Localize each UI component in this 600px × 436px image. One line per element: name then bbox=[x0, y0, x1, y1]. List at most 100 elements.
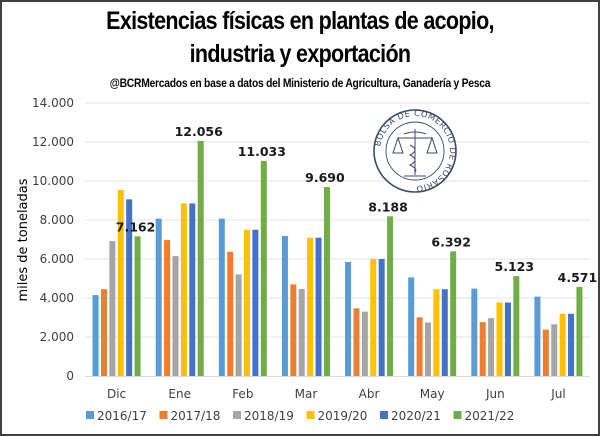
bar-2019-20-abr bbox=[370, 259, 377, 376]
bar-2018-19-may bbox=[424, 322, 431, 376]
data-label: 5.123 bbox=[495, 259, 535, 274]
bar-2020-21-feb bbox=[252, 229, 259, 376]
bar-2018-19-jul bbox=[551, 324, 558, 376]
legend-item-2017-18: 2017/18 bbox=[159, 409, 221, 423]
bar-2021-22-mar bbox=[323, 187, 330, 376]
legend-label: 2017/18 bbox=[171, 409, 221, 423]
bar-2017-18-ene bbox=[164, 240, 171, 376]
bar-2021-22-dic bbox=[134, 236, 141, 376]
bar-2016-17-abr bbox=[345, 261, 352, 376]
legend-label: 2018/19 bbox=[244, 409, 294, 423]
legend-label: 2016/17 bbox=[97, 409, 147, 423]
bar-2021-22-abr bbox=[387, 216, 394, 376]
y-tick-label: 4.000 bbox=[40, 291, 74, 305]
data-label: 4.571 bbox=[558, 270, 598, 285]
bar-2018-19-jun bbox=[488, 318, 495, 376]
chart-title-line-2: industria y exportación bbox=[189, 40, 411, 68]
bolsa-de-comercio-seal: BOLSA DE COMERCIO DE ROSARIO bbox=[372, 108, 457, 194]
data-label: 7.162 bbox=[116, 219, 156, 234]
data-label: 8.188 bbox=[368, 199, 408, 214]
legend-item-2016-17: 2016/17 bbox=[86, 409, 147, 423]
bar-2017-18-dic bbox=[100, 289, 107, 376]
x-category-label: Jul bbox=[550, 387, 565, 401]
x-category-label: Abr bbox=[359, 387, 380, 401]
data-label: 11.033 bbox=[238, 144, 286, 159]
y-axis-ticks: 0 2.000 4.000 6.000 8.000 10.000 12.000 14.000 bbox=[32, 96, 74, 383]
legend-label: 2019/20 bbox=[318, 409, 368, 423]
legend: 2016/17 2017/18 2018/19 2019/20 2020/21 2021/… bbox=[86, 409, 514, 423]
bar-2020-21-dic bbox=[126, 199, 133, 376]
data-label: 6.392 bbox=[431, 234, 471, 249]
chart-subtitle: @BCRMercados en base a datos del Ministe… bbox=[109, 76, 491, 90]
x-category-label: Dic bbox=[107, 387, 126, 401]
y-tick-label: 12.000 bbox=[32, 135, 74, 149]
legend-item-2020-21: 2020/21 bbox=[380, 409, 441, 423]
bar-2019-20-feb bbox=[244, 229, 251, 376]
bar-2018-19-ene bbox=[172, 256, 179, 376]
x-axis-categories: Dic Ene Feb Mar Abr May Jun Jul bbox=[107, 387, 566, 401]
bar-2021-22-jul bbox=[576, 286, 583, 376]
legend-swatch bbox=[86, 411, 94, 419]
bar-2017-18-feb bbox=[227, 251, 234, 376]
y-tick-label: 6.000 bbox=[40, 252, 74, 266]
data-labels: 7.162 12.056 11.033 9.690 8.188 6.392 5.123 4.5… bbox=[116, 124, 597, 285]
x-category-label: May bbox=[420, 387, 445, 401]
bars bbox=[92, 140, 583, 376]
bar-2021-22-jun bbox=[513, 276, 520, 376]
bar-2018-19-abr bbox=[361, 311, 368, 376]
bar-2019-20-ene bbox=[180, 203, 187, 376]
legend-item-2021-22: 2021/22 bbox=[453, 409, 515, 423]
bar-2021-22-ene bbox=[197, 140, 204, 376]
bar-2016-17-mar bbox=[281, 235, 288, 376]
bar-2019-20-jun bbox=[496, 302, 503, 376]
bar-2017-18-abr bbox=[353, 308, 360, 376]
y-tick-label: 0 bbox=[66, 369, 74, 383]
scales-of-justice-icon bbox=[392, 129, 438, 177]
bar-2019-20-dic bbox=[117, 189, 124, 376]
bar-2018-19-feb bbox=[235, 274, 242, 376]
x-category-label: Ene bbox=[168, 387, 191, 401]
bar-2016-17-jul bbox=[534, 296, 541, 376]
legend-item-2019-20: 2019/20 bbox=[306, 409, 368, 423]
legend-item-2018-19: 2018/19 bbox=[233, 409, 294, 423]
bar-2020-21-jun bbox=[504, 302, 511, 376]
legend-label: 2020/21 bbox=[391, 409, 441, 423]
bar-2021-22-feb bbox=[260, 160, 267, 376]
bar-2019-20-jul bbox=[559, 313, 566, 376]
bar-2021-22-may bbox=[450, 251, 457, 376]
bar-2019-20-may bbox=[433, 289, 440, 376]
bar-2016-17-may bbox=[408, 277, 415, 376]
y-tick-label: 10.000 bbox=[32, 174, 74, 188]
bar-2017-18-mar bbox=[290, 284, 297, 376]
bar-2020-21-ene bbox=[189, 203, 196, 376]
bar-2018-19-dic bbox=[109, 241, 116, 376]
y-tick-label: 14.000 bbox=[32, 96, 74, 110]
bar-2020-21-mar bbox=[315, 237, 322, 376]
legend-swatch bbox=[380, 411, 388, 419]
bar-2016-17-feb bbox=[218, 218, 225, 376]
bar-2020-21-jul bbox=[568, 313, 575, 376]
bar-2016-17-jun bbox=[471, 288, 478, 376]
bar-2019-20-mar bbox=[307, 237, 314, 376]
y-axis-title: miles de toneladas bbox=[16, 178, 31, 301]
legend-swatch bbox=[453, 411, 462, 419]
bar-2017-18-jul bbox=[542, 329, 549, 376]
chart-title-line-1: Existencias físicas en plantas de acopio… bbox=[106, 7, 494, 35]
bar-2016-17-ene bbox=[155, 218, 162, 376]
legend-swatch bbox=[159, 411, 168, 419]
y-tick-label: 2.000 bbox=[40, 330, 74, 344]
bar-2018-19-mar bbox=[298, 289, 305, 376]
legend-label: 2021/22 bbox=[465, 409, 515, 423]
data-label: 9.690 bbox=[305, 170, 345, 185]
data-label: 12.056 bbox=[175, 124, 224, 139]
legend-swatch bbox=[233, 411, 241, 419]
bar-2020-21-may bbox=[441, 289, 448, 376]
y-tick-label: 8.000 bbox=[40, 213, 74, 227]
bar-2020-21-abr bbox=[378, 259, 385, 376]
legend-swatch bbox=[306, 411, 315, 419]
x-category-label: Mar bbox=[295, 387, 318, 401]
x-category-label: Feb bbox=[232, 387, 253, 401]
x-category-label: Jun bbox=[485, 387, 505, 401]
